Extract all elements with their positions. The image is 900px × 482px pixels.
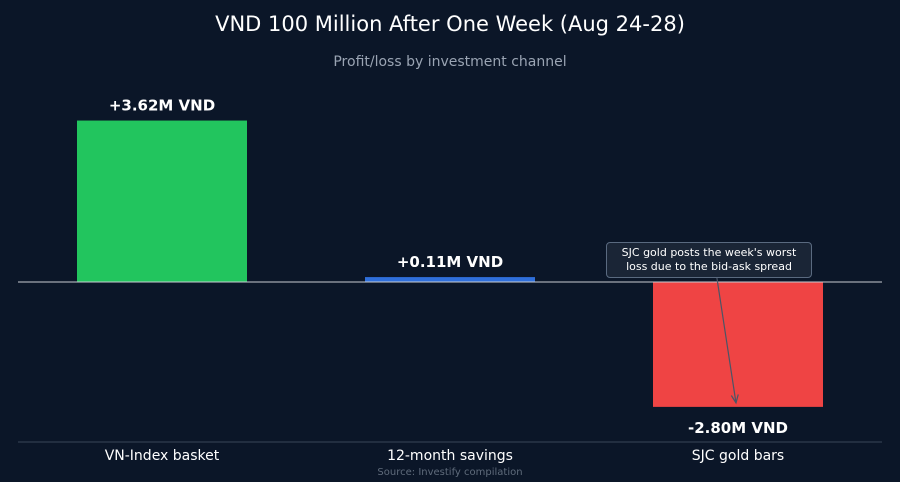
annotation-arrowhead — [730, 394, 739, 405]
x-tick-label-2: SJC gold bars — [692, 448, 784, 464]
x-tick-label-1: 12-month savings — [387, 448, 513, 464]
bar-1 — [365, 277, 535, 282]
chart-title: VND 100 Million After One Week (Aug 24-2… — [215, 12, 685, 36]
annotation-callout: SJC gold posts the week's worst loss due… — [606, 242, 812, 278]
bar-2 — [653, 282, 823, 407]
annotation-arrow-line — [715, 271, 737, 403]
data-label-2: -2.80M VND — [688, 419, 788, 437]
data-label-0: +3.62M VND — [109, 97, 215, 115]
chart-subtitle: Profit/loss by investment channel — [333, 54, 567, 70]
bar-0 — [77, 120, 247, 282]
x-tick-label-0: VN-Index basket — [105, 448, 220, 464]
chart-source: Source: Investify compilation — [377, 467, 523, 478]
data-label-1: +0.11M VND — [397, 253, 503, 271]
